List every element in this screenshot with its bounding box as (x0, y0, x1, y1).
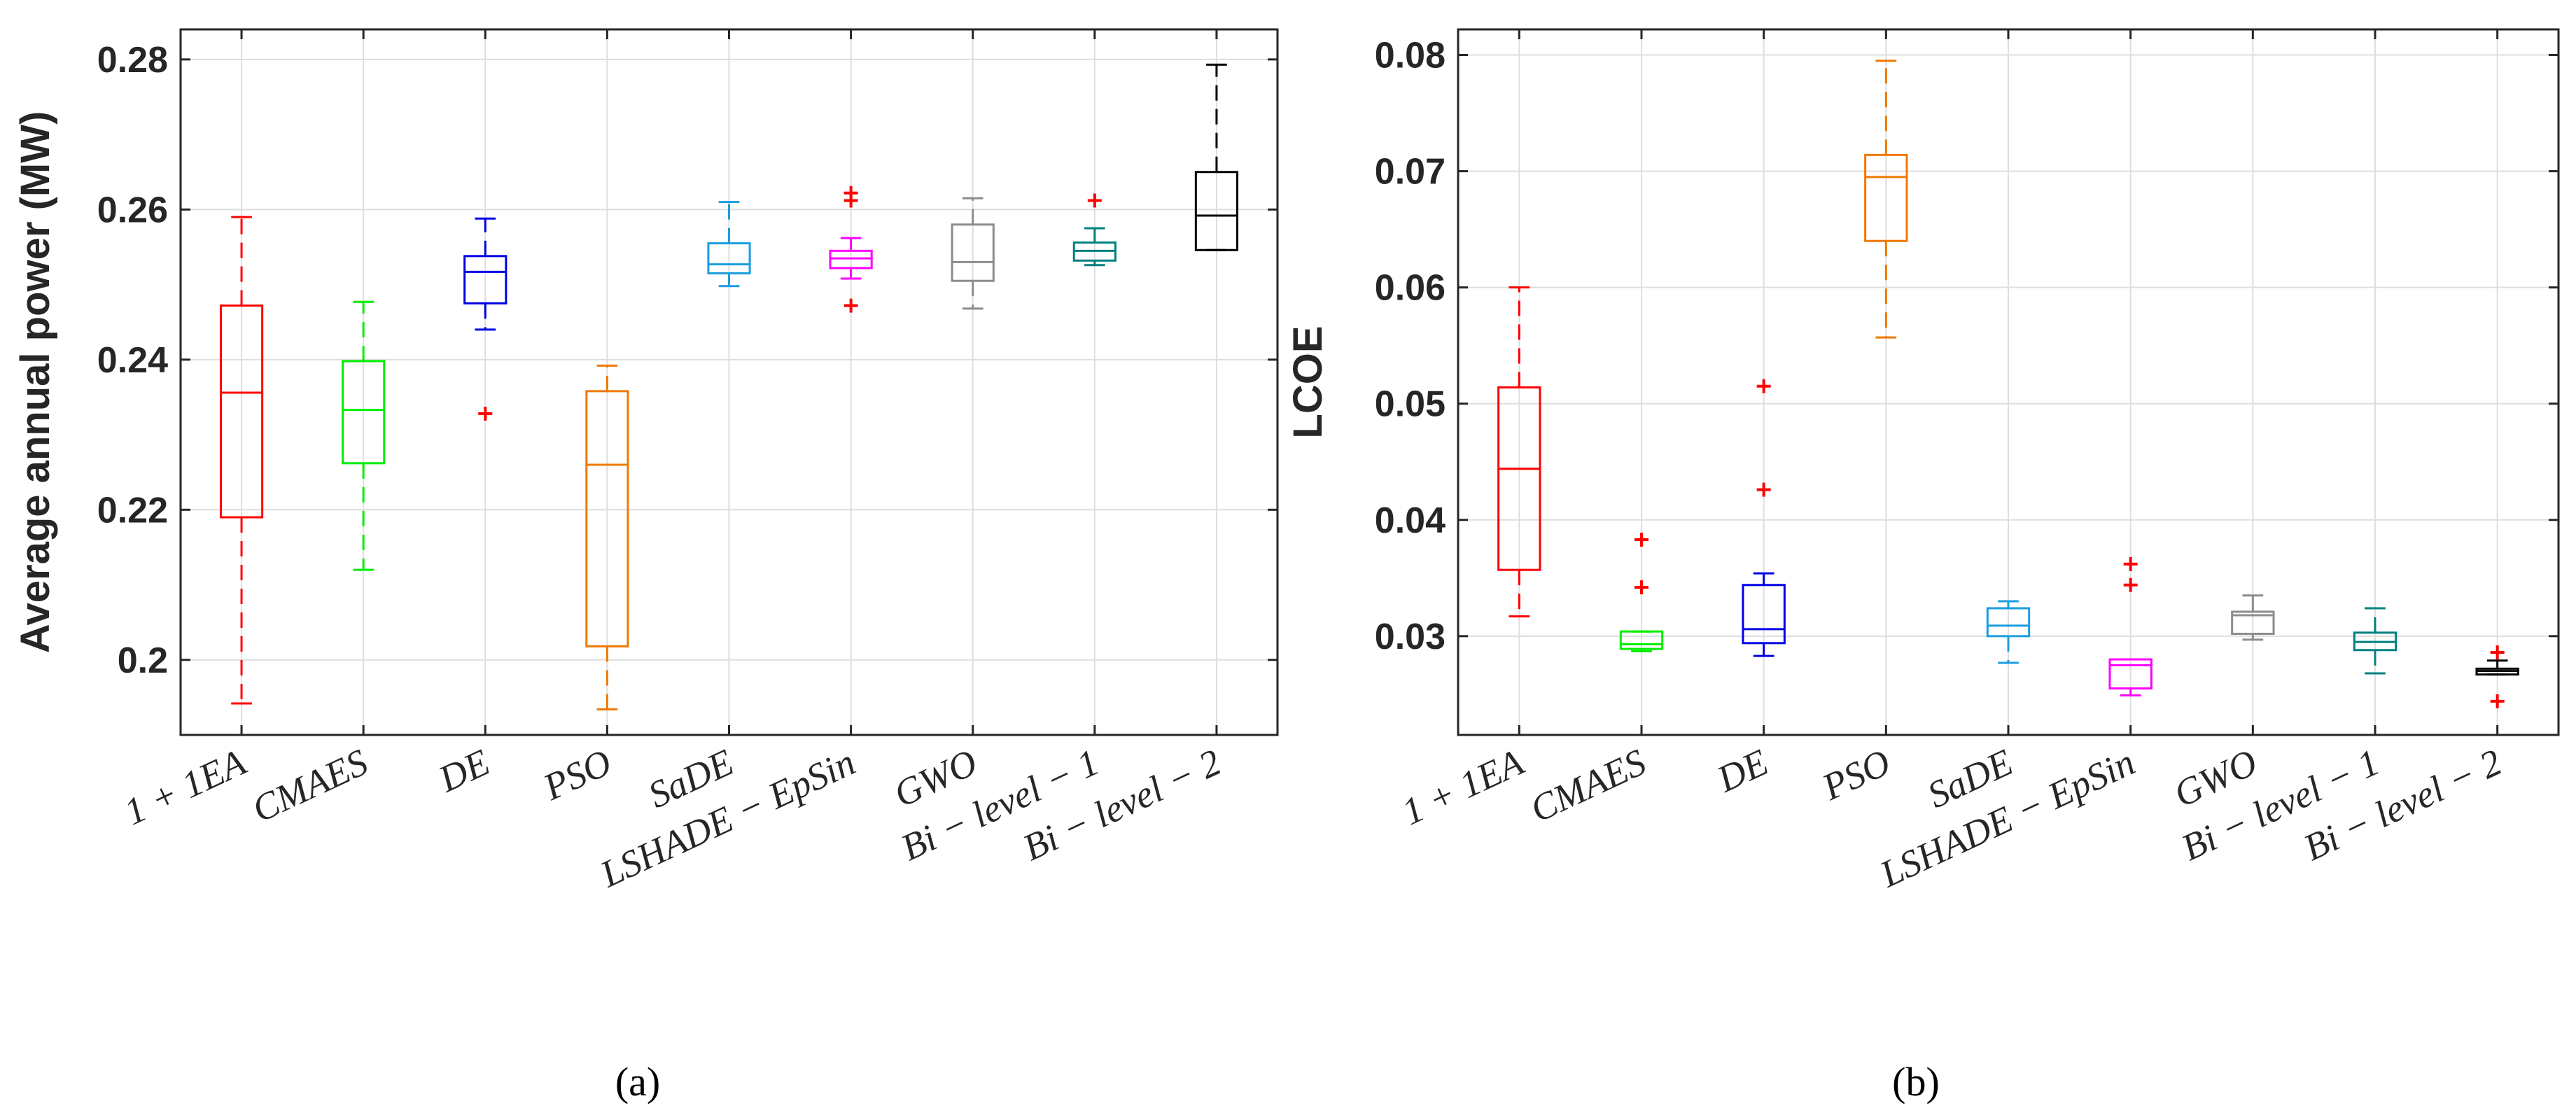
box-iqr (1194, 171, 1239, 251)
y-tick-label: 0.24 (97, 340, 168, 381)
y-tick-label: 0.07 (1375, 152, 1446, 192)
box-iqr (219, 304, 264, 519)
box-iqr (707, 242, 751, 275)
x-category-label: DE (1710, 741, 1774, 800)
x-category-label: CMAES (1524, 741, 1652, 830)
outlier-marker (2490, 645, 2505, 660)
x-category-label: CMAES (246, 741, 374, 830)
box-5 (2108, 556, 2152, 697)
box-iqr (463, 255, 507, 304)
outlier-marker (478, 407, 493, 421)
box-iqr (829, 249, 873, 269)
box-4 (1986, 600, 2031, 664)
box-iqr (1864, 153, 1908, 242)
y-tick-label: 0.26 (97, 190, 168, 230)
outlier-marker (2490, 694, 2505, 708)
y-tick-label: 0.22 (97, 490, 168, 531)
outlier-marker (844, 298, 858, 313)
x-category-label: 1 + 1EA (1396, 741, 1531, 833)
outlier-marker (2123, 556, 2138, 571)
x-category-label: PSO (1815, 741, 1896, 808)
box-iqr (1619, 630, 1664, 650)
box-0 (219, 216, 264, 705)
outlier-marker (1634, 533, 1648, 547)
box-1 (342, 300, 386, 571)
box-5 (829, 185, 873, 313)
box-2 (463, 217, 507, 421)
box-iqr (2231, 610, 2275, 636)
box-iqr (1986, 607, 2031, 638)
y-axis-label: LCOE (1285, 325, 1331, 438)
y-tick-label: 0.05 (1375, 384, 1446, 425)
outlier-marker (1087, 193, 1102, 208)
box-iqr (2108, 658, 2152, 690)
box-2 (1742, 379, 1786, 657)
y-tick-label: 0.03 (1375, 617, 1446, 657)
box-4 (707, 201, 751, 288)
outlier-marker (1756, 482, 1771, 497)
box-0 (1497, 286, 1541, 618)
box-iqr (585, 390, 629, 647)
box-iqr (951, 223, 995, 282)
box-3 (1864, 59, 1908, 339)
x-category-label: 1 + 1EA (118, 741, 253, 833)
box-7 (2353, 607, 2398, 675)
y-tick-label: 0.04 (1375, 500, 1446, 541)
box-6 (2231, 594, 2275, 641)
box-iqr (1742, 584, 1786, 645)
y-axis-label: Average annual power (MW) (13, 111, 58, 654)
caption-b: (b) (1892, 1059, 1940, 1105)
caption-b-text: (b) (1892, 1059, 1940, 1105)
y-tick-label: 0.06 (1375, 268, 1446, 309)
outlier-marker (844, 185, 858, 200)
y-tick-label: 0.28 (97, 40, 168, 80)
x-category-label: DE (432, 741, 496, 800)
box-6 (951, 197, 995, 310)
outlier-marker (2123, 577, 2138, 592)
box-8 (1194, 63, 1239, 251)
caption-a: (a) (615, 1059, 660, 1105)
y-tick-label: 0.2 (118, 640, 168, 681)
box-7 (1072, 193, 1116, 267)
y-tick-label: 0.08 (1375, 36, 1446, 76)
box-iqr (1497, 386, 1541, 571)
box-8 (2475, 645, 2519, 708)
x-category-label: PSO (536, 741, 617, 808)
outlier-marker (1756, 379, 1771, 393)
outlier-marker (1634, 580, 1648, 595)
box-1 (1619, 533, 1664, 652)
caption-a-text: (a) (615, 1059, 660, 1105)
box-3 (585, 364, 629, 711)
box-iqr (342, 360, 386, 465)
